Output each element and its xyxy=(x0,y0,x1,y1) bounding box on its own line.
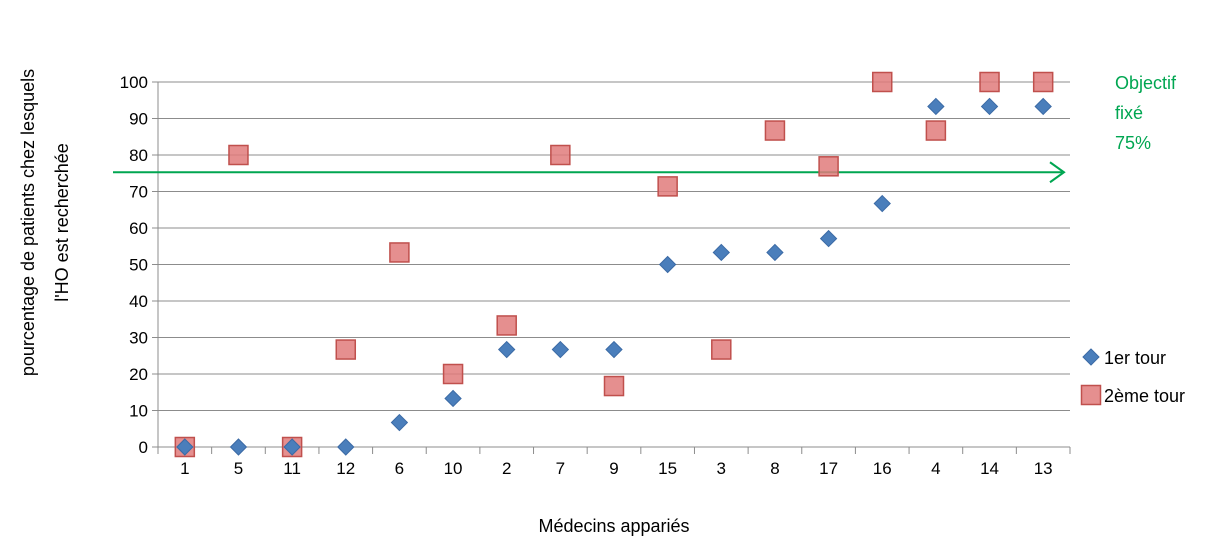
x-tick-label: 9 xyxy=(609,459,618,478)
x-tick-label: 13 xyxy=(1034,459,1053,478)
point-diamond xyxy=(1034,97,1052,116)
target-arrowhead xyxy=(1049,161,1066,184)
x-tick-label: 15 xyxy=(658,459,677,478)
y-axis-title-line: l'HO est recherchée xyxy=(52,143,72,302)
y-tick-label: 70 xyxy=(129,183,148,202)
x-tick-label: 16 xyxy=(873,459,892,478)
target-annotation: Objectif fixé 75% xyxy=(1115,73,1177,153)
point-diamond xyxy=(712,243,731,262)
y-tick-label: 50 xyxy=(129,256,148,275)
x-tick-label: 10 xyxy=(444,459,463,478)
point-square xyxy=(764,120,786,141)
point-diamond xyxy=(927,97,945,116)
point-square xyxy=(711,339,732,360)
x-tick-label: 8 xyxy=(770,459,779,478)
point-diamond xyxy=(551,340,570,359)
x-tick-label: 3 xyxy=(717,459,726,478)
point-square xyxy=(603,375,625,397)
point-diamond xyxy=(766,243,784,262)
point-square xyxy=(389,242,410,263)
x-tick-label: 12 xyxy=(336,459,355,478)
y-tick-label: 0 xyxy=(139,438,148,457)
y-tick-label: 90 xyxy=(129,110,148,129)
legend-label-series-1: 1er tour xyxy=(1104,348,1166,368)
x-tick-label: 11 xyxy=(283,459,301,478)
y-axis-title-line: pourcentage de patients chez lesquels xyxy=(18,69,38,376)
point-diamond xyxy=(283,438,301,456)
target-label-line: fixé xyxy=(1115,103,1143,123)
y-tick-labels: 0 10 20 30 40 50 60 70 80 90 100 xyxy=(120,73,148,457)
axes xyxy=(157,82,1071,454)
x-tick-label: 6 xyxy=(395,459,404,478)
point-square xyxy=(925,120,947,141)
point-diamond xyxy=(873,194,891,213)
point-square xyxy=(228,144,249,166)
point-diamond xyxy=(444,389,462,408)
x-tick-labels: 1 5 11 12 6 10 2 7 9 15 3 8 17 16 4 14 13 xyxy=(180,459,1053,478)
point-square xyxy=(979,71,1000,93)
point-square xyxy=(818,156,839,177)
x-tick-label: 14 xyxy=(980,459,999,478)
point-square xyxy=(442,363,464,385)
x-tick-label: 7 xyxy=(556,459,565,478)
y-tick-label: 10 xyxy=(129,402,148,421)
x-tick-label: 4 xyxy=(931,459,940,478)
y-tick-label: 20 xyxy=(129,365,148,384)
point-diamond xyxy=(819,229,838,248)
y-tick-label: 40 xyxy=(129,292,148,311)
gridlines xyxy=(152,81,1070,448)
legend-label-series-2: 2ème tour xyxy=(1104,386,1185,406)
point-square xyxy=(496,315,517,336)
point-diamond xyxy=(497,340,516,359)
point-diamond xyxy=(658,255,677,274)
point-diamond xyxy=(980,97,999,116)
target-label-line: Objectif xyxy=(1115,73,1177,93)
point-square xyxy=(1080,384,1102,406)
target-label-line: 75% xyxy=(1115,133,1151,153)
point-diamond xyxy=(229,438,248,456)
target-line xyxy=(113,161,1066,184)
x-axis-title: Médecins appariés xyxy=(538,516,689,536)
point-square xyxy=(657,176,678,197)
point-square xyxy=(871,71,893,93)
legend: 1er tour 2ème tour xyxy=(1080,348,1185,406)
point-diamond xyxy=(605,340,623,359)
y-tick-label: 100 xyxy=(120,73,148,92)
x-tick-label: 17 xyxy=(819,459,838,478)
y-tick-label: 80 xyxy=(129,146,148,165)
x-tick-label: 2 xyxy=(502,459,511,478)
data-points xyxy=(174,71,1054,458)
point-square xyxy=(1032,71,1054,93)
point-diamond xyxy=(1082,348,1100,366)
point-diamond xyxy=(390,413,409,432)
point-square xyxy=(550,144,571,166)
x-tick-label: 5 xyxy=(234,459,243,478)
y-tick-label: 30 xyxy=(129,329,148,348)
point-diamond xyxy=(337,438,355,456)
x-tick-label: 1 xyxy=(180,459,189,478)
y-tick-label: 60 xyxy=(129,219,148,238)
point-diamond xyxy=(176,438,194,456)
point-square xyxy=(335,339,357,360)
y-axis-title: pourcentage de patients chez lesquels l'H… xyxy=(18,69,72,376)
